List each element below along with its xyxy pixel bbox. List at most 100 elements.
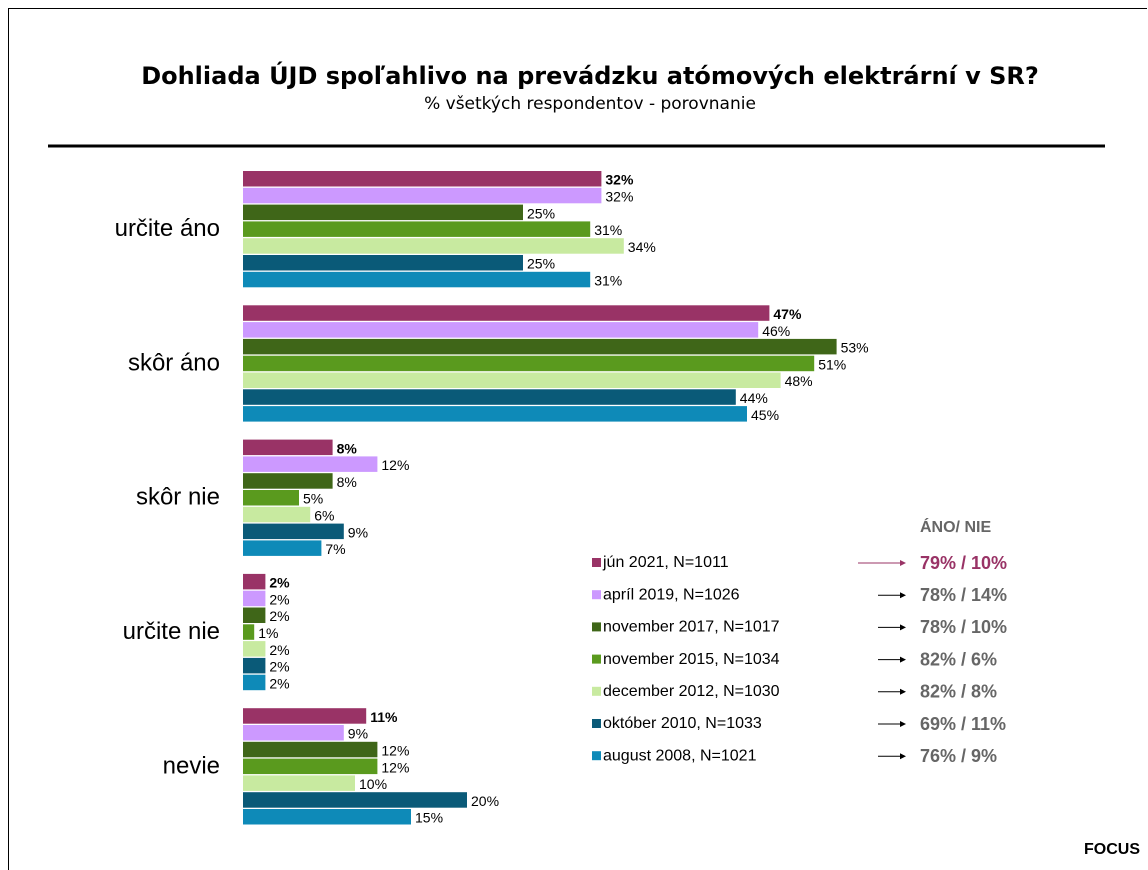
legend-label: apríl 2019, N=1026	[603, 586, 740, 603]
summary-title: ÁNO/ NIE	[920, 517, 991, 536]
bar	[243, 490, 299, 506]
summary-value: 82% / 8%	[920, 682, 997, 702]
bar	[243, 171, 602, 187]
legend-label: jún 2021, N=1011	[602, 554, 729, 571]
value-label: 32%	[605, 172, 634, 188]
bar	[243, 204, 523, 221]
arrow-head	[900, 592, 906, 599]
bar	[243, 641, 266, 657]
legend-label: august 2008, N=1021	[603, 747, 757, 764]
bar	[243, 473, 333, 489]
value-label: 32%	[605, 189, 633, 205]
value-label: 9%	[348, 524, 368, 540]
bar	[243, 607, 266, 623]
bar	[243, 758, 378, 775]
value-label: 5%	[303, 491, 323, 507]
value-label: 34%	[628, 239, 656, 255]
arrow-head	[900, 688, 906, 695]
bar	[243, 725, 344, 741]
value-label: 11%	[370, 709, 398, 725]
bar	[243, 708, 367, 724]
bar	[243, 523, 344, 540]
legend-swatch	[592, 622, 601, 632]
bar	[243, 355, 815, 372]
value-label: 31%	[594, 273, 622, 289]
value-label: 2%	[269, 659, 289, 675]
frame	[8, 8, 1147, 870]
value-label: 8%	[337, 440, 358, 456]
value-label: 2%	[269, 608, 289, 624]
value-label: 25%	[527, 205, 555, 221]
legend-label: október 2010, N=1033	[603, 715, 762, 732]
bar	[243, 255, 523, 271]
bar	[243, 624, 255, 640]
value-label: 51%	[818, 356, 846, 372]
value-label: 1%	[258, 625, 278, 641]
bar	[243, 271, 591, 288]
value-label: 2%	[269, 675, 289, 691]
value-label: 44%	[740, 390, 768, 406]
bar	[243, 573, 266, 590]
arrow-head	[900, 721, 906, 727]
arrow-head	[900, 656, 906, 663]
summary-value: 79% / 10%	[920, 553, 1007, 573]
value-label: 53%	[841, 340, 869, 356]
category-label: skôr nie	[136, 484, 220, 511]
legend-swatch	[592, 751, 601, 761]
bar	[243, 322, 759, 338]
value-label: 12%	[381, 457, 409, 473]
category-label: určite nie	[123, 618, 220, 645]
bar	[243, 741, 378, 758]
value-label: 12%	[381, 759, 409, 775]
bar	[243, 238, 624, 254]
bar	[243, 674, 266, 691]
source: FOCUS	[1084, 841, 1140, 858]
arrow-head	[900, 624, 906, 631]
value-label: 8%	[337, 474, 357, 490]
bar	[243, 657, 266, 674]
chart-title: Dohliada ÚJD spoľahlivo na prevádzku ató…	[141, 60, 1039, 90]
summary-value: 82% / 6%	[920, 649, 997, 669]
value-label: 46%	[762, 323, 790, 339]
bar	[243, 456, 378, 472]
legend-swatch	[592, 686, 601, 696]
value-label: 2%	[269, 642, 289, 658]
legend-label: november 2017, N=1017	[603, 619, 780, 636]
bar	[243, 540, 322, 556]
value-label: 48%	[785, 373, 813, 389]
value-label: 9%	[348, 726, 368, 742]
bar	[243, 372, 781, 388]
value-label: 20%	[471, 793, 499, 809]
summary-value: 78% / 14%	[920, 585, 1007, 605]
value-label: 12%	[381, 743, 409, 759]
value-label: 10%	[359, 776, 387, 792]
summary-value: 78% / 10%	[920, 617, 1007, 637]
bar	[243, 406, 747, 422]
bar	[243, 590, 266, 607]
legend-swatch	[592, 719, 601, 728]
value-label: 45%	[751, 407, 779, 423]
category-label: skôr áno	[128, 349, 220, 376]
arrow-head	[900, 753, 906, 760]
bar	[243, 305, 770, 321]
value-label: 25%	[527, 256, 555, 272]
legend-swatch	[592, 590, 601, 600]
chart-subtitle: % všetkých respondentov - porovnanie	[424, 94, 756, 114]
bar	[243, 338, 837, 355]
arrow-head	[900, 560, 906, 566]
bar	[243, 439, 333, 456]
legend-swatch	[592, 558, 601, 567]
category-label: určite áno	[115, 215, 220, 242]
summary-value: 76% / 9%	[920, 746, 997, 766]
value-label: 2%	[269, 575, 290, 591]
bar	[243, 389, 736, 405]
bar	[243, 187, 602, 204]
value-label: 7%	[325, 541, 345, 557]
bar	[243, 809, 411, 825]
bar	[243, 221, 591, 237]
value-label: 47%	[773, 306, 802, 322]
summary-value: 69% / 11%	[920, 714, 1006, 734]
bar	[243, 775, 355, 791]
value-label: 15%	[415, 810, 443, 826]
